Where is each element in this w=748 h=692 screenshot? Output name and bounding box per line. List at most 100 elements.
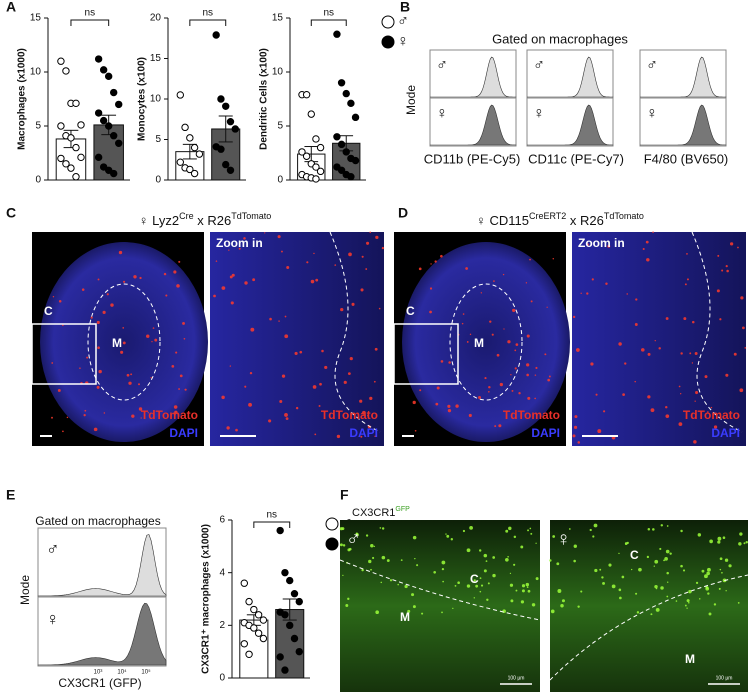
legend-symbol [381,15,395,29]
cell-signal [630,568,633,571]
cell-signal [678,422,683,427]
cell-signal [345,604,349,607]
cell-signal [611,584,616,589]
cell-signal [314,433,317,436]
cell-signal [174,410,178,414]
flow-xlabel: CX3CR1 (GFP) [58,676,141,690]
cell-signal [163,272,167,276]
cell-signal [653,565,655,567]
data-point [276,526,284,535]
cell-signal [122,341,126,345]
cell-signal [694,352,698,355]
cell-signal [605,282,608,286]
cell-signal [580,292,582,294]
cell-signal [686,599,690,603]
cell-signal [505,529,509,533]
cell-signal [568,528,571,530]
cell-signal [319,382,322,386]
cell-signal [719,568,722,571]
cell-signal [717,254,720,257]
cell-signal [281,374,286,378]
flow-marker: F4/80 (BV650) [644,151,729,166]
histogram [527,56,614,98]
cell-signal [634,380,636,383]
data-point [72,173,80,181]
cell-signal [483,569,487,573]
cell-signal [447,404,451,408]
cell-signal [502,273,505,276]
cell-signal [473,597,475,599]
cell-signal [708,612,712,616]
region-label: C [470,572,479,586]
cell-signal [738,542,742,546]
cell-signal [321,349,324,353]
cell-signal [548,375,551,378]
cell-signal [492,573,496,578]
cell-signal [93,427,98,432]
cell-signal [521,584,526,588]
cell-signal [277,235,281,239]
cell-signal [531,603,536,607]
cell-signal [52,296,55,298]
cell-signal [312,385,317,389]
region-label: C [630,548,639,562]
y-tick-label: 0 [219,673,225,684]
cell-signal [58,299,62,303]
cell-signal [151,341,153,343]
histogram [37,534,167,597]
cell-signal [721,269,724,272]
cell-signal [502,609,506,613]
cell-signal [347,372,351,376]
cell-signal [650,408,655,413]
data-point [226,117,235,126]
significance-bracket [189,19,227,26]
cell-signal [414,429,417,432]
title-part: CX3CR1 [352,507,395,519]
flow-marker: CD11b (PE-Cy5) [424,151,521,166]
cell-signal [544,353,547,356]
cell-signal [561,599,565,603]
cell-signal [660,524,664,527]
cell-signal [465,267,468,270]
cell-signal [469,333,472,336]
cell-signal [647,352,651,356]
cell-signal [441,611,443,614]
panel-label: A [6,0,16,15]
cell-signal [226,426,230,430]
panel-labels: A B C D E F [6,0,410,503]
data-point [286,621,294,630]
cell-signal [480,584,484,587]
panel-title: ♀ CD115CreERT2 x R26TdTomato [476,211,644,228]
cell-signal [284,413,288,417]
cell-signal [349,356,353,361]
data-point [307,110,315,118]
channel-label: DAPI [531,426,560,440]
cell-signal [361,410,366,415]
cell-signal [691,362,694,364]
cell-signal [130,373,133,376]
cell-signal [486,598,489,601]
cell-signal [514,349,517,352]
data-point [190,169,199,178]
cell-signal [434,260,437,263]
cell-signal [640,348,645,352]
zoom-box [393,323,459,385]
cell-signal [664,557,668,561]
cell-signal [412,605,416,609]
cell-signal [557,589,562,593]
cell-signal [131,414,135,418]
cell-signal [737,246,739,249]
cell-signal [688,601,690,604]
y-tick-label: 0 [35,175,41,186]
cell-signal [527,529,530,532]
cell-signal [520,545,524,549]
cell-signal [602,581,606,585]
legend-symbol [381,35,395,49]
cell-signal [739,388,744,393]
data-point [176,158,184,166]
cell-signal [448,361,451,364]
cell-signal [342,544,346,547]
cell-signal [179,374,183,378]
cell-signal [695,391,699,395]
data-point [281,666,289,674]
